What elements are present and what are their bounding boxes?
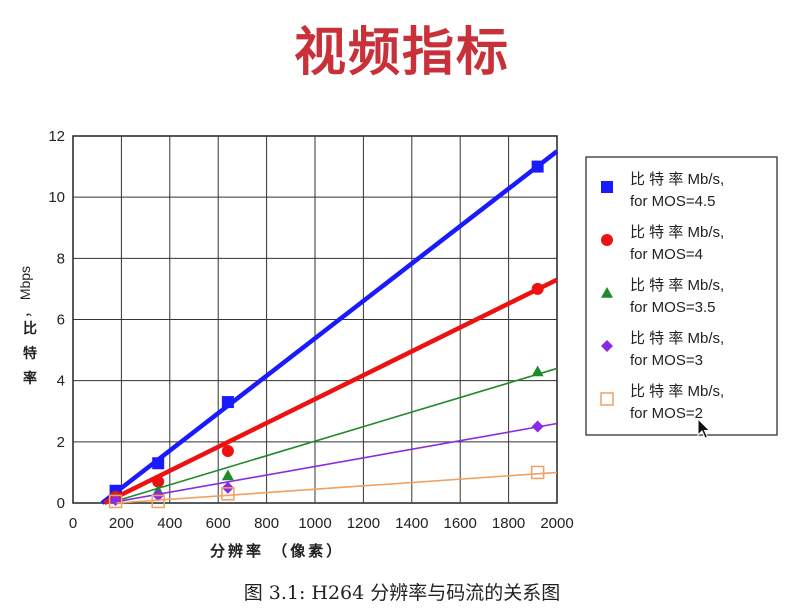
y-tick-label: 12 xyxy=(48,128,65,145)
x-tick-label: 1800 xyxy=(492,515,525,532)
legend-label-line2: for MOS=2 xyxy=(630,405,703,422)
legend: 比 特 率 Mb/s, for MOS=4.5 比 特 率 Mb/s, for MOS… xyxy=(585,156,778,436)
y-axis-label-char: 率 xyxy=(23,370,37,387)
legend-label-line1: 比 特 率 Mb/s, xyxy=(630,277,724,294)
y-tick-label: 2 xyxy=(57,434,65,451)
data-point xyxy=(221,445,234,458)
x-tick-label: 2000 xyxy=(540,515,573,532)
y-tick-label: 4 xyxy=(57,373,65,390)
series-trend-line xyxy=(109,422,558,504)
x-tick-label: 200 xyxy=(109,515,134,532)
mouse-cursor-icon xyxy=(697,418,711,439)
data-point xyxy=(151,494,165,509)
data-point xyxy=(221,487,235,501)
y-tick-label: 6 xyxy=(57,312,65,329)
x-tick-label: 800 xyxy=(254,515,279,532)
data-point xyxy=(531,160,544,173)
y-axis-label-unit: ， Mbps xyxy=(17,266,33,318)
legend-label-line1: 比 特 率 Mb/s, xyxy=(630,171,724,188)
y-axis-label-char: 特 xyxy=(23,345,37,362)
data-point xyxy=(531,365,544,377)
figure-caption: 图 3.1: H264 分辨率与码流的关系图 xyxy=(243,582,561,604)
legend-marker xyxy=(601,181,613,193)
x-axis-label: 分辨率 （像素） xyxy=(210,542,344,560)
x-tick-label: 1600 xyxy=(444,515,477,532)
legend-marker xyxy=(601,287,613,298)
chart-tick-labels: 0 200 400 600 800 1000 1200 1400 1600 1800 2000 0 2 4… xyxy=(48,128,573,532)
series-trend-line xyxy=(103,277,558,506)
series-trend-line xyxy=(116,471,558,504)
series-5 xyxy=(108,465,558,509)
y-axis-label: 比特率 ， Mbps xyxy=(17,266,37,387)
y-tick-label: 8 xyxy=(57,250,65,267)
legend-marker xyxy=(600,392,614,406)
legend-label-line2: for MOS=3 xyxy=(630,352,703,369)
data-point xyxy=(221,469,234,481)
legend-label-line2: for MOS=4.5 xyxy=(630,193,715,210)
x-tick-label: 1000 xyxy=(298,515,331,532)
data-point xyxy=(152,475,165,488)
series-trend-line xyxy=(109,367,558,504)
x-tick-label: 400 xyxy=(157,515,182,532)
legend-box xyxy=(585,156,778,436)
legend-label-line2: for MOS=3.5 xyxy=(630,299,715,316)
legend-label-line1: 比 特 率 Mb/s, xyxy=(630,330,724,347)
series-1 xyxy=(100,149,559,505)
data-point xyxy=(530,465,545,480)
y-axis-label-char: 比 xyxy=(23,320,37,337)
series-trend-line xyxy=(100,149,559,505)
legend-label-line2: for MOS=4 xyxy=(630,246,703,263)
legend-marker xyxy=(601,340,613,352)
legend-label-line1: 比 特 率 Mb/s, xyxy=(630,224,724,241)
x-tick-label: 0 xyxy=(69,515,77,532)
data-point xyxy=(221,396,234,409)
x-tick-label: 1200 xyxy=(347,515,380,532)
x-tick-label: 600 xyxy=(206,515,231,532)
data-point xyxy=(152,457,165,470)
data-point xyxy=(531,420,544,433)
data-point xyxy=(531,282,544,295)
legend-label-line1: 比 特 率 Mb/s, xyxy=(630,383,724,400)
x-tick-label: 1400 xyxy=(395,515,428,532)
chart-grid xyxy=(72,135,558,504)
y-tick-label: 0 xyxy=(57,495,65,512)
chart-series-layer xyxy=(100,149,559,509)
slide-title: 视频指标 xyxy=(293,23,510,83)
y-tick-label: 10 xyxy=(48,189,65,206)
data-point xyxy=(108,494,123,509)
legend-marker xyxy=(601,234,613,246)
